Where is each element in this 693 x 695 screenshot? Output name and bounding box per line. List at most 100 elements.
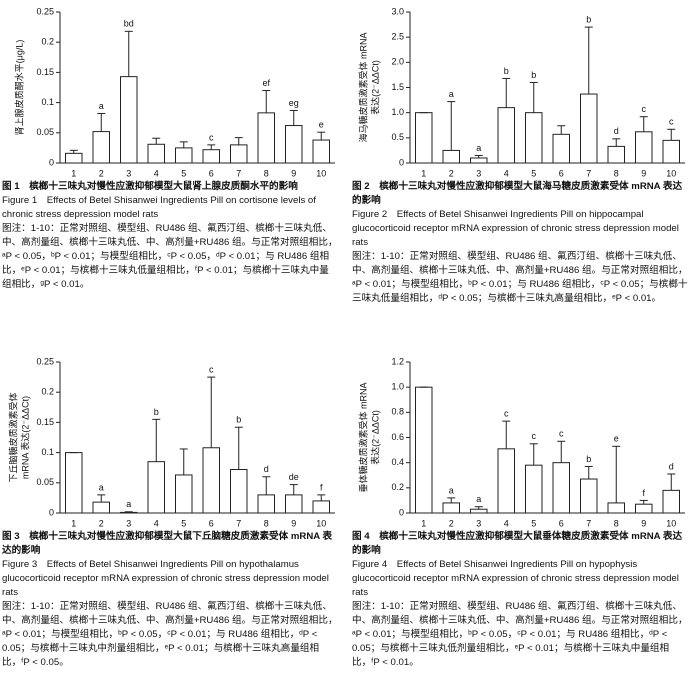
significance-label: a [476,494,481,504]
x-tick-label: 6 [559,518,564,528]
error-bar [667,128,676,141]
bar [285,494,303,514]
bar [175,474,193,514]
significance-label: c [559,429,564,439]
bar [120,511,138,514]
significance-label: b [586,454,591,464]
error-bar [447,497,456,503]
significance-label: f [642,488,645,498]
x-tick-label: 8 [614,168,619,178]
y-tick-label: 0.2 [391,482,404,492]
bar [202,447,220,514]
bar [580,478,598,514]
y-axis-label: 表达(2⁻ΔΔCt) [369,60,380,115]
bar [257,112,275,164]
caption: 图 2 槟榔十三味丸对慢性应激抑郁模型大鼠海马糖皮质激素受体 mRNA 表达的影… [352,180,688,306]
error-bar [97,494,106,503]
x-tick-label: 1 [71,168,76,178]
bar [202,149,220,164]
x-tick-label: 3 [126,168,131,178]
error-bar [474,154,483,158]
y-tick-label: 0.15 [36,417,54,427]
bar [580,93,598,164]
x-tick-label: 7 [236,518,241,528]
bar [285,125,303,164]
bar [607,502,625,514]
x-tick-label: 2 [449,168,454,178]
caption-note: 图注：1-10：正常对照组、模型组、RU486 组、氟西汀组、槟榔十三味丸低、中… [2,223,338,290]
significance-label: c [209,132,214,142]
bar [525,464,543,514]
significance-label: e [614,434,619,444]
x-tick-label: 8 [614,518,619,528]
x-tick-label: 1 [71,518,76,528]
y-axis-label: 垂体糖皮质激素受体 mRNA [357,382,368,492]
bar [65,152,83,164]
error-bar [557,125,566,135]
significance-label: a [126,499,131,509]
y-tick-label: 1.2 [391,356,404,366]
x-tick-label: 9 [641,518,646,528]
significance-label: eg [289,98,299,108]
bar [230,144,248,164]
error-bar [289,109,298,126]
bar [415,386,433,514]
y-tick-label: 0 [49,157,54,167]
error-bar [639,499,648,505]
significance-label: b [531,70,536,80]
x-tick-label: 1 [421,518,426,528]
significance-label: a [449,89,454,99]
x-tick-label: 6 [209,518,214,528]
x-tick-label: 9 [291,518,296,528]
caption-note: 图注：1-10：正常对照组、模型组、RU486 组、氟西汀组、槟榔十三味丸低、中… [352,251,688,304]
x-tick-label: 5 [181,518,186,528]
x-tick-label: 3 [476,518,481,528]
error-bar [262,476,271,495]
y-tick-label: 3.0 [391,6,404,16]
error-bar [584,26,593,95]
chart: 0 0.05 0.1 0.15 0.2 0.25 下丘脑糖皮质激素受体 mRNA 表达(2⁻Δ… [7,356,335,528]
error-bar [207,144,216,150]
y-tick-label: 0.25 [36,6,54,16]
significance-label: c [642,104,647,114]
error-bar [179,448,188,475]
y-tick-label: 0.15 [36,67,54,77]
error-bar [447,101,456,151]
significance-label: c [669,117,674,127]
bar [497,448,515,514]
error-bar [289,484,298,495]
bar [147,143,165,164]
y-tick-label: 0.25 [36,356,54,366]
x-tick-label: 5 [181,168,186,178]
y-tick-label: 0.8 [391,407,404,417]
x-tick-label: 10 [666,168,676,178]
caption: 图 1 槟榔十三味丸对慢性应激抑郁模型大鼠肾上腺皮质酮水平的影响 Figure 1… [2,180,338,292]
y-tick-label: 0.1 [41,447,54,457]
error-bar [502,420,511,449]
significance-label: b [586,14,591,24]
bar [552,462,570,514]
error-bar [69,149,78,154]
bar [120,76,138,164]
bar [525,112,543,164]
caption-note: 图注：1-10：正常对照组、模型组、RU486 组、氟西汀组、槟榔十三味丸低、中… [2,601,338,668]
significance-label: ef [262,78,270,88]
caption-title-en: Figure 4 Effects of Betel Shisanwei Ingr… [352,559,679,598]
error-bar [179,141,188,148]
y-tick-label: 0.5 [391,132,404,142]
y-tick-label: 0.2 [41,387,54,397]
bar [175,147,193,164]
y-axis-label: 下丘脑糖皮质激素受体 [7,392,18,482]
bar [662,139,680,164]
significance-label: b [504,66,509,76]
error-bar [529,443,538,466]
significance-label: a [476,143,481,153]
x-tick-label: 1 [421,168,426,178]
caption-title-en: Figure 3 Effects of Betel Shisanwei Ingr… [2,559,329,598]
y-tick-label: 0 [399,507,404,517]
y-tick-label: 1.5 [391,82,404,92]
bar [92,501,110,514]
y-tick-label: 0.6 [391,432,404,442]
x-tick-label: 2 [99,518,104,528]
